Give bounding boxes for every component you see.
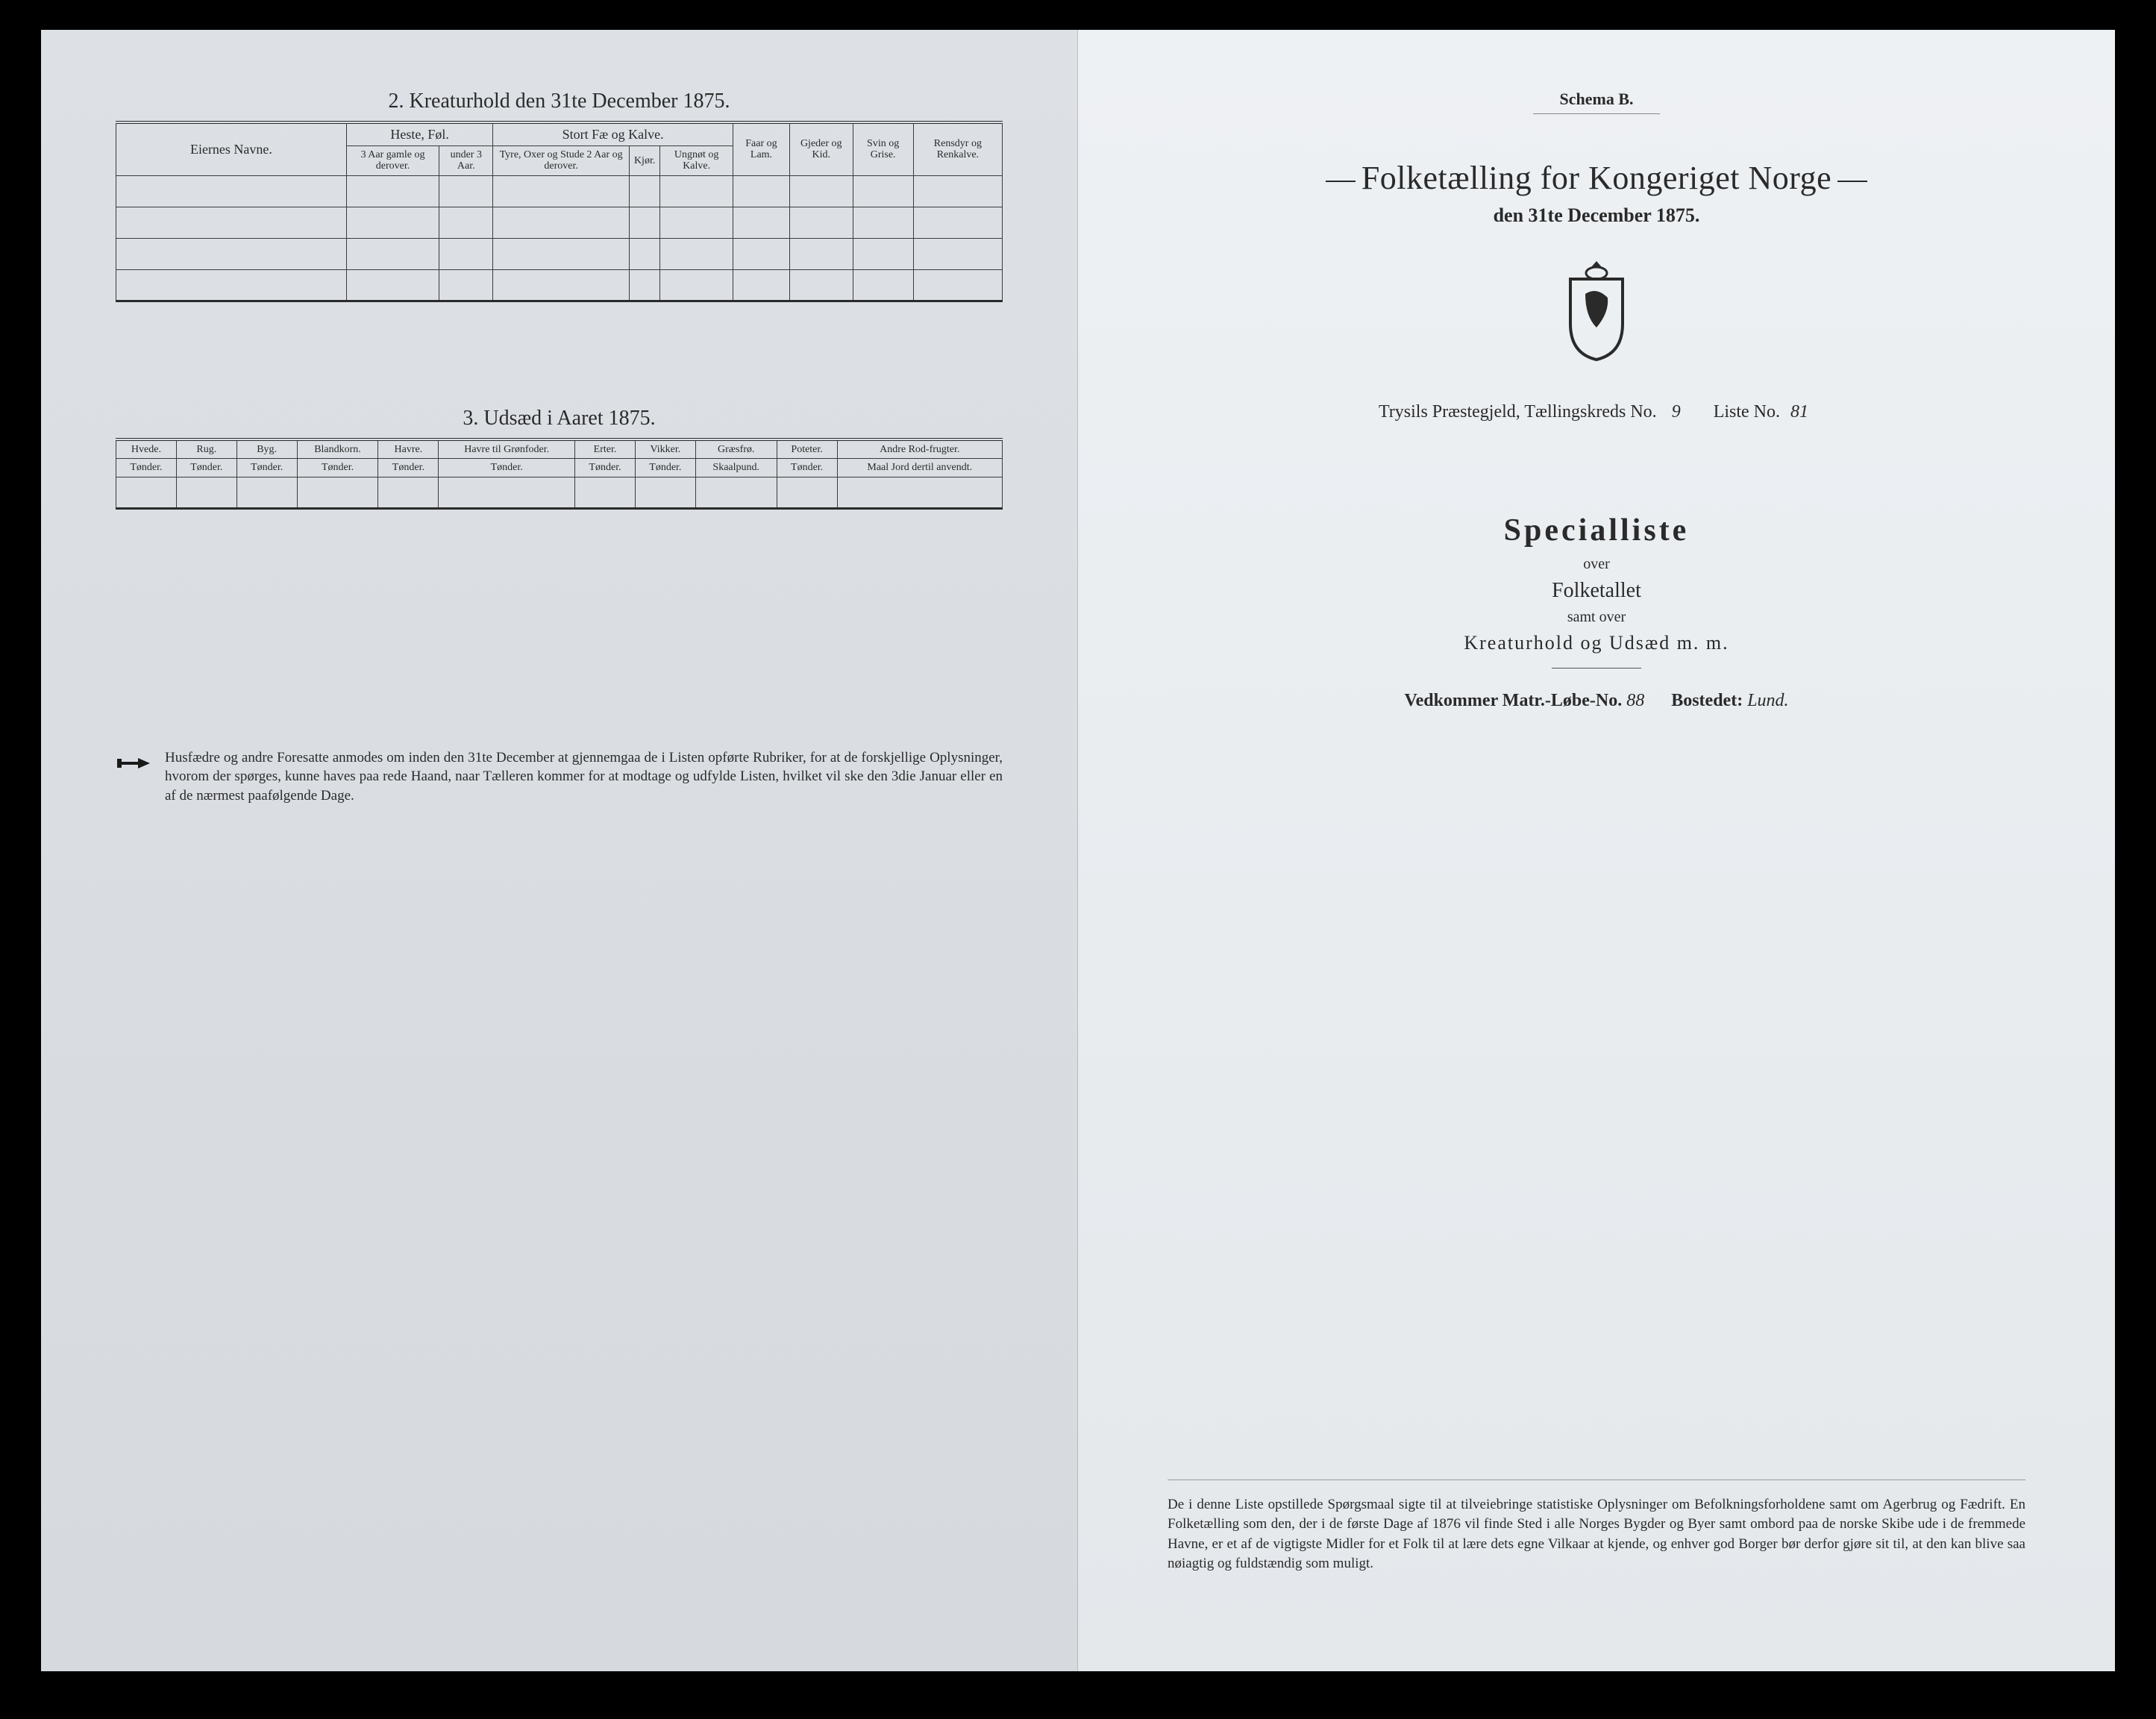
- seed-table: Hvede.Rug.Byg.Blandkorn.Havre.Havre til …: [116, 438, 1003, 510]
- col-owner: Eiernes Navne.: [116, 122, 347, 175]
- section2-title: 2. Kreaturhold den 31te December 1875.: [116, 90, 1003, 113]
- coat-of-arms-icon: [1153, 257, 2040, 365]
- matr-line: Vedkommer Matr.-Løbe-No. 88 Bostedet: Lu…: [1153, 691, 2040, 711]
- parish-line: Trysils Præstegjeld, Tællingskreds No. 9…: [1153, 402, 2040, 423]
- right-page: Schema B. Folketælling for Kongeriget No…: [1078, 30, 2115, 1671]
- list-label: Liste No.: [1714, 402, 1780, 422]
- col-pigs: Svin og Grise.: [853, 122, 913, 175]
- seed-col-header: Rug.: [176, 439, 236, 459]
- bostedet-label: Bostedet:: [1671, 691, 1743, 710]
- grp-cattle: Stort Fæ og Kalve.: [493, 122, 733, 146]
- seed-col-unit: Tønder.: [635, 459, 695, 477]
- seed-col-header: Andre Rod-frugter.: [837, 439, 1002, 459]
- bostedet-value: Lund.: [1747, 691, 1788, 710]
- col-reindeer: Rensdyr og Renkalve.: [913, 122, 1002, 175]
- cell: [116, 175, 347, 207]
- seed-col-unit: Maal Jord dertil anvendt.: [837, 459, 1002, 477]
- kreds-no: 9: [1661, 402, 1691, 423]
- folketallet-label: Folketallet: [1153, 579, 2040, 603]
- seed-col-unit: Tønder.: [777, 459, 837, 477]
- seed-col-unit: Tønder.: [439, 459, 575, 477]
- seed-col-header: Erter.: [575, 439, 636, 459]
- right-footnote: De i denne Liste opstillede Spørgsmaal s…: [1168, 1480, 2025, 1574]
- seed-col-header: Vikker.: [635, 439, 695, 459]
- left-footnote: Husfædre og andre Foresatte anmodes om i…: [116, 748, 1003, 806]
- seed-col-unit: Skaalpund.: [695, 459, 777, 477]
- matr-no: 88: [1626, 691, 1644, 710]
- document-spread: 2. Kreaturhold den 31te December 1875. E…: [41, 30, 2115, 1671]
- col-goats: Gjeder og Kid.: [789, 122, 853, 175]
- seed-cell: [378, 477, 439, 508]
- schema-label: Schema B.: [1533, 90, 1660, 114]
- kreatur-label: Kreaturhold og Udsæd m. m.: [1153, 632, 2040, 654]
- seed-col-header: Blandkorn.: [297, 439, 378, 459]
- seed-cell: [236, 477, 297, 508]
- seed-col-unit: Tønder.: [575, 459, 636, 477]
- col-cattle-a: Tyre, Oxer og Stude 2 Aar og derover.: [493, 146, 630, 176]
- samt-label: samt over: [1153, 609, 2040, 626]
- col-sheep: Faar og Lam.: [733, 122, 790, 175]
- census-date: den 31te December 1875.: [1153, 204, 2040, 227]
- section3-title: 3. Udsæd i Aaret 1875.: [116, 407, 1003, 430]
- seed-col-header: Byg.: [236, 439, 297, 459]
- grp-horses: Heste, Føl.: [346, 122, 492, 146]
- list-no: 81: [1784, 402, 1814, 423]
- seed-col-header: Græsfrø.: [695, 439, 777, 459]
- seed-cell: [297, 477, 378, 508]
- seed-col-unit: Tønder.: [176, 459, 236, 477]
- pointing-hand-icon: [116, 748, 153, 806]
- left-footnote-text: Husfædre og andre Foresatte anmodes om i…: [165, 748, 1003, 806]
- livestock-table: Eiernes Navne. Heste, Føl. Stort Fæ og K…: [116, 121, 1003, 302]
- seed-col-header: Havre til Grønfoder.: [439, 439, 575, 459]
- seed-cell: [777, 477, 837, 508]
- seed-cell: [116, 477, 177, 508]
- seed-cell: [439, 477, 575, 508]
- parish-prefix: Trysils Præstegjeld, Tællingskreds No.: [1379, 402, 1657, 422]
- specialliste-title: Specialliste: [1153, 513, 2040, 548]
- seed-col-unit: Tønder.: [116, 459, 177, 477]
- col-horses-b: under 3 Aar.: [439, 146, 493, 176]
- seed-col-unit: Tønder.: [297, 459, 378, 477]
- matr-label: Vedkommer Matr.-Løbe-No.: [1404, 691, 1622, 710]
- left-page: 2. Kreaturhold den 31te December 1875. E…: [41, 30, 1078, 1671]
- col-horses-a: 3 Aar gamle og derover.: [346, 146, 439, 176]
- seed-cell: [837, 477, 1002, 508]
- seed-col-header: Hvede.: [116, 439, 177, 459]
- seed-cell: [575, 477, 636, 508]
- census-title: Folketælling for Kongeriget Norge: [1153, 159, 2040, 197]
- seed-col-header: Havre.: [378, 439, 439, 459]
- seed-cell: [695, 477, 777, 508]
- over-label-1: over: [1153, 556, 2040, 573]
- col-cattle-c: Ungnøt og Kalve.: [660, 146, 733, 176]
- seed-col-unit: Tønder.: [236, 459, 297, 477]
- census-title-text: Folketælling for Kongeriget Norge: [1361, 160, 1831, 196]
- seed-cell: [176, 477, 236, 508]
- seed-col-header: Poteter.: [777, 439, 837, 459]
- seed-col-unit: Tønder.: [378, 459, 439, 477]
- col-cattle-b: Kjør.: [629, 146, 659, 176]
- seed-cell: [635, 477, 695, 508]
